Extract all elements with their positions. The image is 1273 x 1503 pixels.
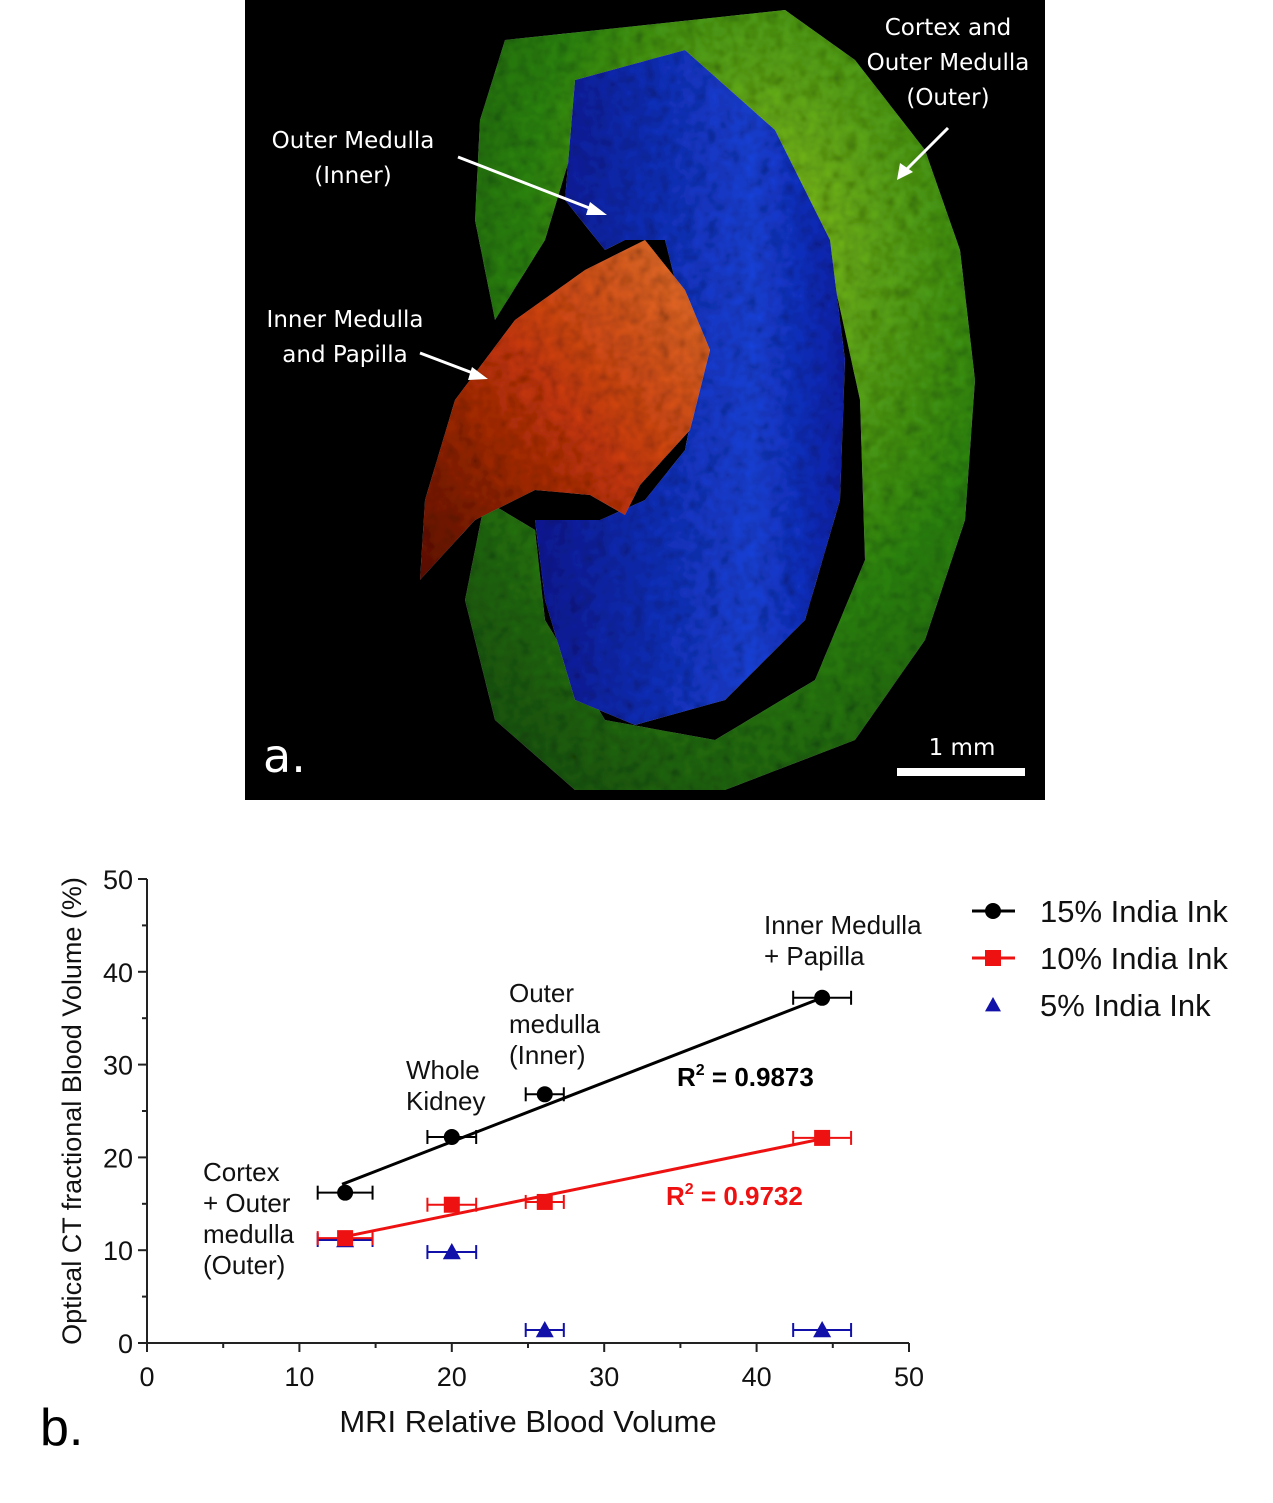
legend-item: 5% India Ink [985,988,1211,1023]
point-annotation: medulla [203,1219,295,1249]
panel-a-letter: a. [263,729,306,783]
square-marker [443,1196,460,1213]
legend-label: 15% India Ink [1040,894,1228,929]
point-annotation: Kidney [406,1086,486,1116]
point-annotation: Whole [406,1055,480,1085]
y-tick-label: 30 [103,1051,133,1081]
label-cortex-line2: Outer Medulla [867,50,1030,76]
legend-item: 15% India Ink [972,894,1228,929]
series-15-india-ink [316,989,853,1201]
series-5-india-ink [316,1230,853,1338]
circle-marker [814,989,831,1006]
circle-marker [985,903,1001,919]
fit-line [341,1137,823,1239]
circle-marker [536,1086,553,1103]
square-marker [985,950,1001,966]
point-annotation: + Outer [203,1188,291,1218]
point-annotation: Outer [509,978,574,1008]
outer-medulla-region [535,50,845,725]
point-annotation: (Inner) [509,1040,586,1070]
kidney-optical-ct-image: Cortex and Outer Medulla (Outer) Outer M… [263,10,1030,790]
scatter-chart: 0 10 20 30 40 50 0 10 20 30 40 50 R2 = 0.9873 R2 = 0… [40,865,1228,1457]
square-marker [337,1230,354,1247]
label-inner-medulla-line2: and Papilla [282,342,407,368]
point-annotation: + Papilla [764,941,865,971]
x-tick-label: 20 [437,1362,467,1392]
y-tick-label: 10 [103,1236,133,1266]
arrow-inner-medulla [419,351,488,380]
y-tick-label: 20 [103,1143,133,1173]
label-outer-medulla-line2: (Inner) [314,163,392,189]
y-axis-label: Optical CT fractional Blood Volume (%) [57,877,87,1345]
square-marker [814,1129,831,1146]
legend-label: 5% India Ink [1040,988,1211,1023]
x-tick-label: 0 [139,1362,154,1392]
y-tick-label: 50 [103,865,133,895]
scale-bar-label: 1 mm [929,735,996,761]
triangle-marker [442,1243,461,1260]
legend-item: 10% India Ink [972,941,1228,976]
point-annotation: Inner Medulla [764,910,922,940]
circle-marker [337,1184,354,1201]
x-tick-label: 30 [589,1362,619,1392]
point-annotation: medulla [509,1009,601,1039]
series-10-india-ink [316,1129,853,1247]
x-tick-label: 10 [284,1362,314,1392]
y-tick-label: 40 [103,958,133,988]
circle-marker [443,1128,460,1145]
point-annotation: Cortex [203,1157,280,1187]
triangle-marker [985,997,1001,1012]
label-cortex-line1: Cortex and [885,15,1012,41]
panel-b-letter: b. [40,1399,83,1457]
triangle-marker [813,1321,832,1338]
r-squared-label: R2 = 0.9732 [666,1181,803,1211]
r-squared-label: R2 = 0.9873 [677,1062,814,1092]
label-outer-medulla-line1: Outer Medulla [272,128,435,154]
point-annotation: (Outer) [203,1250,285,1280]
scale-bar [897,768,1025,776]
y-tick-label: 0 [118,1329,133,1359]
label-cortex-line3: (Outer) [906,85,989,111]
label-inner-medulla-line1: Inner Medulla [267,307,424,333]
x-tick-label: 50 [894,1362,924,1392]
x-tick-label: 40 [742,1362,772,1392]
x-axis-label: MRI Relative Blood Volume [339,1404,716,1439]
fit-line [341,996,823,1186]
kidney-image-panel: Cortex and Outer Medulla (Outer) Outer M… [245,0,1045,800]
cortex-region [465,10,975,790]
square-marker [536,1193,553,1210]
legend-label: 10% India Ink [1040,941,1228,976]
inner-medulla-region [420,240,710,580]
arrow-outer-medulla [457,155,607,215]
arrow-cortex [897,126,950,180]
triangle-marker [535,1321,554,1338]
